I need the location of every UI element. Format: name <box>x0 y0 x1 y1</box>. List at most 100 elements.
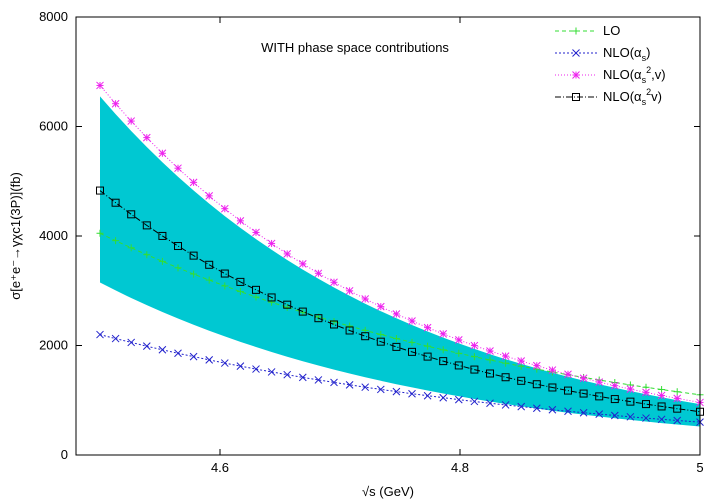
data-point <box>205 356 214 364</box>
legend-label: LO <box>603 23 620 38</box>
series-line <box>99 334 701 423</box>
data-point <box>252 365 260 373</box>
data-point <box>96 186 104 195</box>
data-point <box>111 198 120 207</box>
legend-marker <box>572 71 580 79</box>
data-point <box>454 395 463 404</box>
data-point <box>283 300 292 309</box>
data-point <box>174 242 182 251</box>
chart-title: WITH phase space contributions <box>261 40 449 55</box>
data-point <box>408 347 416 356</box>
data-point <box>610 411 619 420</box>
data-point <box>501 352 510 360</box>
data-point <box>392 342 401 351</box>
data-point <box>642 388 650 397</box>
data-point <box>268 298 276 306</box>
data-point <box>267 239 276 248</box>
legend-item-1: LO <box>555 23 620 38</box>
data-point <box>283 250 292 258</box>
data-point <box>127 210 136 219</box>
data-point <box>283 370 292 379</box>
data-point <box>174 264 182 272</box>
data-point <box>439 393 448 402</box>
data-point <box>205 192 214 200</box>
data-point <box>361 332 370 341</box>
data-point <box>470 397 479 406</box>
data-point <box>127 244 135 252</box>
data-point <box>283 303 291 311</box>
data-point <box>564 370 572 379</box>
data-point <box>408 317 416 325</box>
data-point <box>579 408 588 417</box>
data-point <box>346 322 354 330</box>
data-point <box>142 133 151 142</box>
series-line <box>99 190 701 413</box>
data-point <box>626 412 635 421</box>
uncertainty-band-layer <box>100 96 700 427</box>
data-point <box>439 346 447 354</box>
data-point <box>673 404 682 413</box>
axis-layer: 0 2000 4000 6000 8000 4.6 4.8 5 <box>39 9 704 475</box>
data-point <box>673 394 682 403</box>
data-point <box>314 269 323 278</box>
data-point <box>267 293 276 302</box>
data-point <box>454 361 463 370</box>
legend-marker <box>572 93 580 101</box>
data-point <box>470 365 479 374</box>
data-point <box>517 402 526 411</box>
series-2 <box>96 330 704 427</box>
data-point <box>158 345 167 354</box>
data-point <box>392 335 400 343</box>
data-point <box>642 414 650 422</box>
data-point <box>610 381 619 390</box>
x-tick-label: 5 <box>696 460 703 475</box>
data-point <box>548 383 557 392</box>
data-point <box>221 282 229 290</box>
data-point <box>532 380 541 389</box>
y-tick-label: 2000 <box>39 338 68 353</box>
data-point <box>158 149 167 158</box>
y-tick-label: 0 <box>61 447 68 462</box>
data-point <box>486 399 494 408</box>
data-point <box>517 376 526 385</box>
data-point <box>423 323 432 332</box>
data-point <box>205 260 214 269</box>
data-point <box>564 386 572 395</box>
data-point <box>205 276 213 284</box>
data-point <box>439 357 448 366</box>
data-point <box>298 259 307 268</box>
data-point <box>486 356 494 364</box>
data-point <box>345 380 354 389</box>
data-point <box>517 357 526 365</box>
data-point <box>174 164 182 173</box>
data-point <box>376 302 385 311</box>
data-point <box>392 310 401 318</box>
data-point <box>127 117 136 125</box>
data-point <box>657 402 666 411</box>
legend-item-3: NLO(αs2,v) <box>555 65 666 85</box>
data-point <box>548 366 557 374</box>
data-point <box>658 386 666 394</box>
data-point <box>220 359 229 367</box>
legend: LO NLO(αs) NLO(αs2,v)NLO(αs2v) <box>555 23 666 107</box>
data-point <box>595 410 604 418</box>
data-point <box>673 388 681 396</box>
series-line <box>99 85 701 403</box>
data-point <box>408 389 416 398</box>
data-point <box>330 320 338 329</box>
data-point <box>408 338 416 346</box>
data-point <box>236 362 245 370</box>
data-point <box>501 401 510 409</box>
data-point <box>376 337 385 346</box>
data-point <box>470 353 478 361</box>
data-point <box>267 368 276 376</box>
data-point <box>579 389 588 398</box>
data-point <box>345 326 354 335</box>
data-point <box>439 330 448 338</box>
x-tick-label: 4.8 <box>451 460 469 475</box>
legend-marker <box>572 27 580 35</box>
data-point <box>330 278 338 287</box>
data-point <box>579 374 588 383</box>
y-tick-label: 6000 <box>39 119 68 134</box>
data-point <box>189 178 198 187</box>
